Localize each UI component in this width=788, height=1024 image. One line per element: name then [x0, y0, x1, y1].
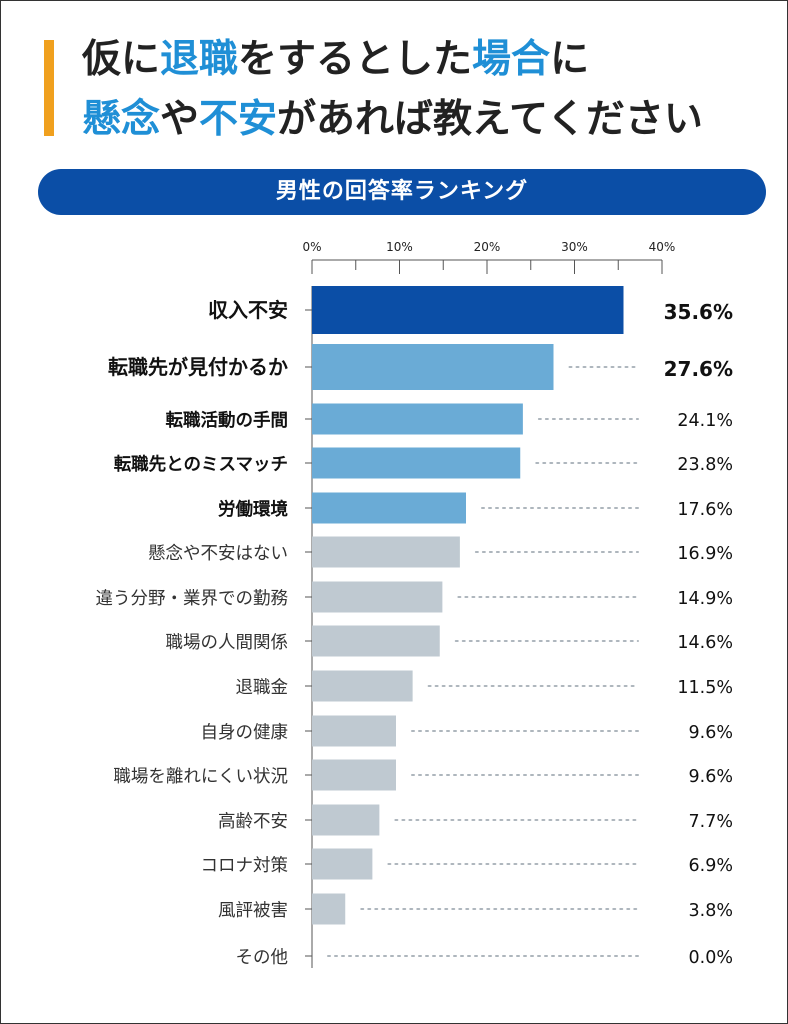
x-tick-label: 30%	[561, 240, 588, 254]
bar	[312, 403, 523, 435]
x-tick-label: 0%	[302, 240, 321, 254]
category-label: 懸念や不安はない	[148, 543, 288, 564]
category-label: 退職金	[236, 678, 289, 698]
value-label: 3.8%	[689, 901, 733, 921]
category-label: 自身の健康	[201, 723, 289, 743]
bar	[312, 804, 380, 836]
bar	[312, 625, 440, 657]
title-line-2: 懸念や不安があれば教えてください	[82, 100, 703, 139]
bar	[312, 286, 624, 334]
x-tick-label: 40%	[649, 240, 676, 254]
title-line-2-segment-1: や	[160, 97, 200, 142]
value-label: 9.6%	[689, 723, 733, 743]
bar	[312, 344, 554, 390]
value-label: 9.6%	[689, 767, 733, 787]
bar	[312, 715, 396, 747]
bar	[312, 447, 521, 479]
category-label: 転職先とのミスマッチ	[114, 454, 288, 475]
title-line-1-segment-0: 仮に	[82, 37, 161, 82]
bar	[312, 536, 460, 568]
value-label: 11.5%	[677, 678, 733, 698]
value-label: 23.8%	[677, 455, 733, 475]
category-label: 職場の人間関係	[166, 633, 289, 653]
x-tick-label: 20%	[474, 240, 501, 254]
value-label: 7.7%	[689, 812, 733, 832]
title-line-2-segment-3: があれば教えてください	[277, 97, 703, 142]
category-label: その他	[236, 948, 289, 968]
title-line-1-segment-2: をするとした	[238, 37, 473, 82]
value-label: 24.1%	[677, 411, 733, 431]
category-label: 風評被害	[218, 901, 288, 921]
category-label: 転職活動の手間	[166, 410, 289, 431]
bar	[312, 670, 413, 702]
category-label: 転職先が見付かるか	[108, 355, 288, 379]
value-label: 27.6%	[664, 357, 733, 381]
bar	[312, 848, 373, 880]
title-line-2-segment-2: 不安	[199, 97, 278, 142]
value-label: 35.6%	[664, 300, 733, 324]
bar	[312, 492, 466, 524]
title-accent-bar	[44, 40, 54, 136]
bar	[312, 759, 396, 791]
value-label: 16.9%	[677, 544, 733, 564]
title-line-1-segment-3: 場合	[472, 37, 551, 82]
value-label: 14.6%	[677, 633, 733, 653]
category-label: 高齢不安	[218, 812, 288, 832]
title-line-1: 仮に退職をするとした場合に	[82, 40, 589, 79]
bar	[312, 581, 443, 613]
category-label: 違う分野・業界での勤務	[96, 589, 289, 609]
value-label: 14.9%	[677, 589, 733, 609]
value-label: 17.6%	[677, 500, 733, 520]
subtitle-banner: 男性の回答率ランキング	[38, 169, 766, 215]
x-tick-label: 10%	[386, 240, 413, 254]
value-label: 0.0%	[689, 948, 733, 968]
category-label: コロナ対策	[201, 856, 289, 876]
title-line-1-segment-1: 退職	[160, 37, 239, 82]
bar	[312, 893, 346, 925]
title-line-1-segment-4: に	[550, 37, 590, 82]
category-label: 職場を離れにくい状況	[113, 767, 288, 787]
value-label: 6.9%	[689, 856, 733, 876]
category-label: 労働環境	[218, 499, 288, 520]
title-line-2-segment-0: 懸念	[82, 97, 161, 142]
category-label: 収入不安	[208, 298, 288, 322]
